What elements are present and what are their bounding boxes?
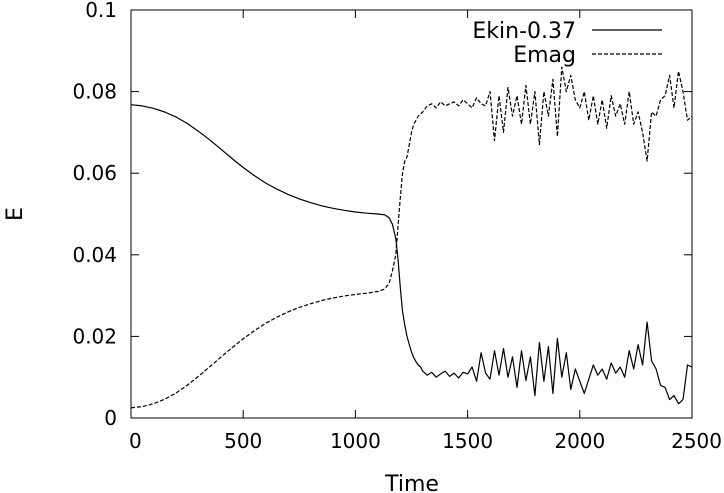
y-tick-label: 0.06 <box>72 161 117 185</box>
x-tick-label: 1000 <box>330 429 381 453</box>
x-tick-label: 2500 <box>671 429 722 453</box>
x-tick-label: 2000 <box>554 429 605 453</box>
y-axis-label: E <box>3 207 28 221</box>
series-line-1 <box>130 66 693 409</box>
y-tick-label: 0.02 <box>72 324 117 348</box>
series-lines <box>130 66 693 409</box>
plot-border <box>130 9 693 419</box>
axis-ticks: 0 500 1000 1500 2000 2500 0 0.02 0.04 0.06 0.08 0.1 <box>72 0 722 453</box>
plot-frame <box>130 9 693 419</box>
y-tick-label: 0.1 <box>85 0 117 22</box>
x-tick-label: 500 <box>224 429 262 453</box>
legend-label: Ekin-0.37 <box>472 19 576 44</box>
series-line-0 <box>130 104 693 405</box>
x-tick-label: 0 <box>129 429 142 453</box>
x-axis-label: Time <box>384 472 439 493</box>
y-tick-label: 0.08 <box>72 80 117 104</box>
x-tick-label: 1500 <box>442 429 493 453</box>
y-tick-label: 0 <box>104 406 117 430</box>
y-tick-label: 0.04 <box>72 243 117 267</box>
legend-label: Emag <box>513 43 576 68</box>
